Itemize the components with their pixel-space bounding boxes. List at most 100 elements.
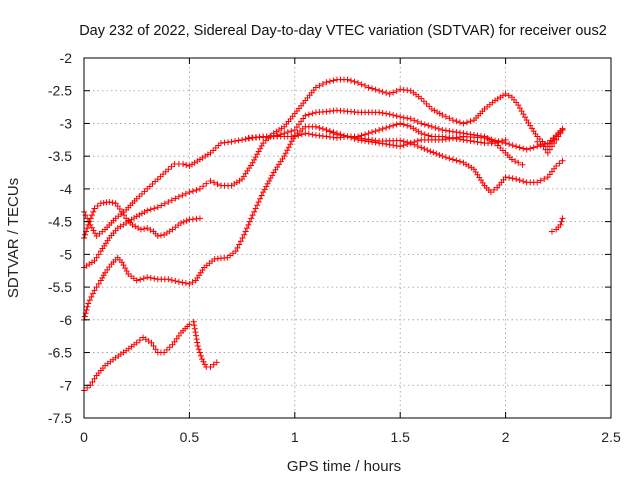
y-tick-label: -3.5 <box>48 148 72 164</box>
data-point <box>147 206 154 213</box>
data-point <box>460 130 467 137</box>
data-point <box>546 146 553 153</box>
data-point <box>196 185 203 192</box>
data-point <box>189 188 196 195</box>
data-point <box>515 102 522 109</box>
data-point <box>548 228 555 235</box>
data-point <box>362 137 369 144</box>
data-point <box>133 339 140 346</box>
data-point <box>400 142 407 149</box>
data-point <box>432 124 439 131</box>
data-point <box>520 145 527 152</box>
data-point <box>453 135 460 142</box>
data-point <box>411 117 418 124</box>
data-point <box>418 95 425 102</box>
data-point <box>420 98 427 105</box>
data-point <box>89 379 96 385</box>
data-point <box>559 215 566 222</box>
data-point <box>499 137 506 144</box>
data-point <box>163 346 170 353</box>
data-point <box>449 135 456 142</box>
data-point <box>210 361 217 368</box>
data-point <box>505 92 512 99</box>
data-point <box>369 129 376 136</box>
y-tick-label: -5 <box>60 246 73 262</box>
data-point <box>463 137 470 144</box>
data-point <box>284 129 291 136</box>
data-point <box>147 226 154 233</box>
data-point <box>91 375 98 382</box>
data-point <box>439 111 446 118</box>
data-point <box>141 208 148 215</box>
data-point <box>91 205 98 212</box>
data-point <box>386 123 393 130</box>
data-point <box>541 175 548 182</box>
data-point <box>242 136 249 143</box>
y-tick-label: -3 <box>60 115 73 131</box>
data-point <box>557 221 564 228</box>
data-point <box>214 181 221 188</box>
data-point <box>559 125 566 132</box>
series-track-8 <box>534 125 566 156</box>
data-point <box>393 87 400 94</box>
data-point <box>309 110 316 117</box>
data-point <box>137 226 144 233</box>
data-point <box>177 219 184 226</box>
data-point <box>175 278 182 285</box>
data-point <box>365 130 372 137</box>
y-axis-label: SDTVAR / TECUs <box>5 178 22 298</box>
data-point <box>200 183 207 190</box>
data-point <box>121 212 128 219</box>
data-point <box>362 82 369 89</box>
data-point <box>470 131 477 138</box>
data-point <box>557 130 564 137</box>
data-point <box>86 297 93 304</box>
x-tick-label: 1 <box>291 429 299 445</box>
data-point <box>133 277 140 284</box>
data-point <box>513 143 520 150</box>
data-point <box>426 103 433 110</box>
y-tick-label: -5.5 <box>48 279 72 295</box>
data-point <box>109 199 116 206</box>
data-point <box>291 133 298 140</box>
data-point <box>144 274 151 281</box>
data-point <box>449 128 456 135</box>
data-point <box>95 251 102 258</box>
data-point <box>245 221 252 228</box>
data-point <box>376 109 383 116</box>
data-point <box>534 179 541 186</box>
data-point <box>323 79 330 86</box>
data-point <box>421 131 428 138</box>
data-point <box>281 130 288 137</box>
data-point <box>478 133 485 139</box>
data-point <box>319 125 326 132</box>
data-point <box>386 91 393 97</box>
series-track-7 <box>323 120 509 147</box>
data-point <box>414 143 421 150</box>
plot-frame <box>83 57 612 419</box>
data-point <box>210 179 217 186</box>
data-point <box>330 77 337 84</box>
data-point <box>502 174 509 181</box>
data-point <box>355 79 362 86</box>
data-point <box>383 110 390 117</box>
data-point <box>379 125 386 132</box>
data-point <box>312 123 319 130</box>
data-point <box>530 144 537 151</box>
data-point <box>425 122 432 129</box>
data-point <box>478 139 485 146</box>
chart-title: Day 232 of 2022, Sidereal Day-to-day VTE… <box>79 23 607 39</box>
data-point <box>520 178 527 185</box>
data-point <box>333 130 340 137</box>
data-point <box>446 134 453 141</box>
data-point <box>81 313 88 320</box>
data-point <box>537 141 544 148</box>
data-point <box>179 279 186 286</box>
data-point <box>168 277 175 284</box>
data-point <box>168 197 175 204</box>
data-point <box>509 175 516 182</box>
data-point <box>196 349 203 356</box>
data-point <box>442 113 449 120</box>
data-point <box>157 232 164 239</box>
